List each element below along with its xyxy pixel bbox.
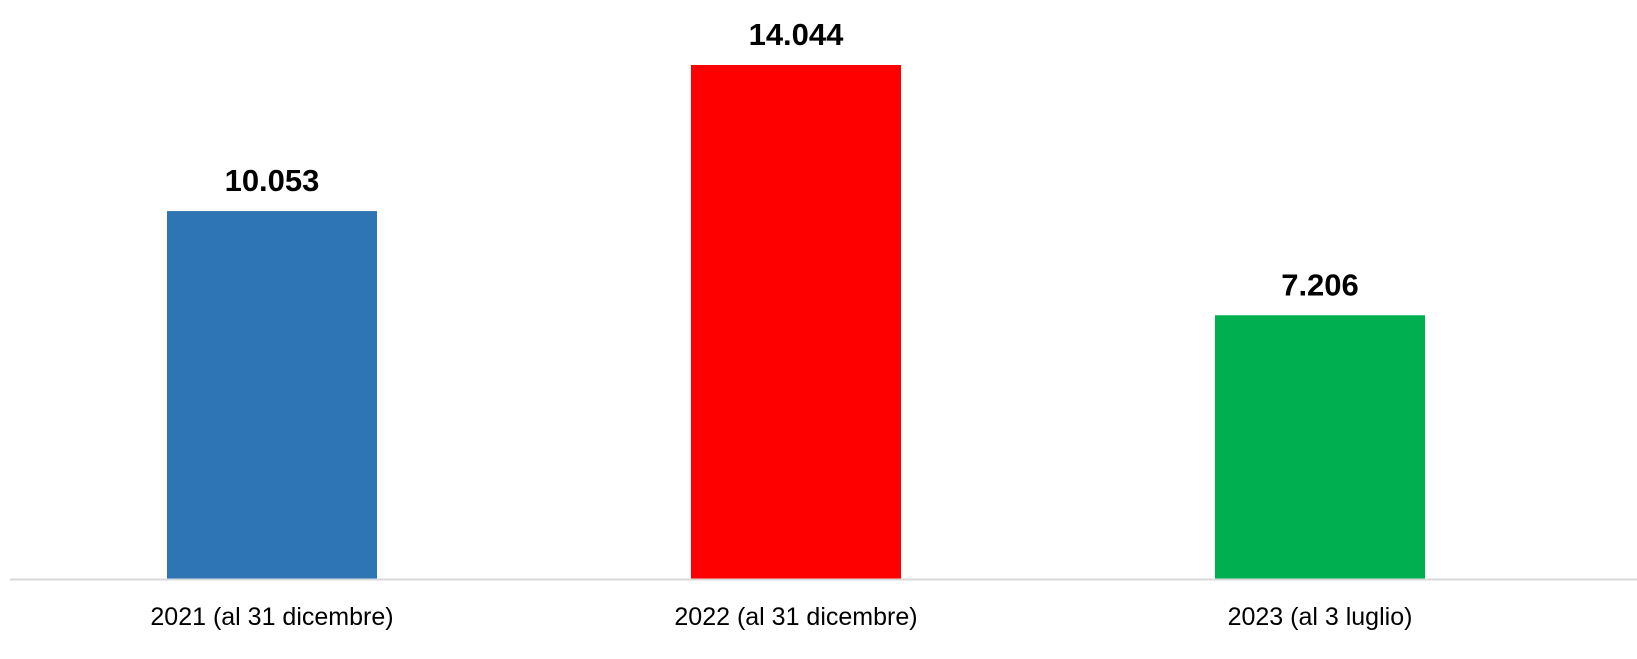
bar-1 <box>167 211 377 580</box>
value-label-3: 7.206 <box>1281 267 1359 302</box>
value-label-1: 10.053 <box>225 163 320 198</box>
category-label-3: 2023 (al 3 luglio) <box>1228 603 1413 631</box>
bar-3 <box>1215 315 1425 579</box>
bar-2 <box>691 64 901 579</box>
value-labels-layer: 10.053 14.044 7.206 <box>225 17 1359 302</box>
category-label-2: 2022 (al 31 dicembre) <box>674 603 917 631</box>
value-label-2: 14.044 <box>749 17 845 52</box>
category-labels-layer: 2021 (al 31 dicembre) 2022 (al 31 dicembr… <box>150 603 1412 631</box>
category-label-1: 2021 (al 31 dicembre) <box>150 603 393 631</box>
bars-layer <box>167 64 1425 580</box>
